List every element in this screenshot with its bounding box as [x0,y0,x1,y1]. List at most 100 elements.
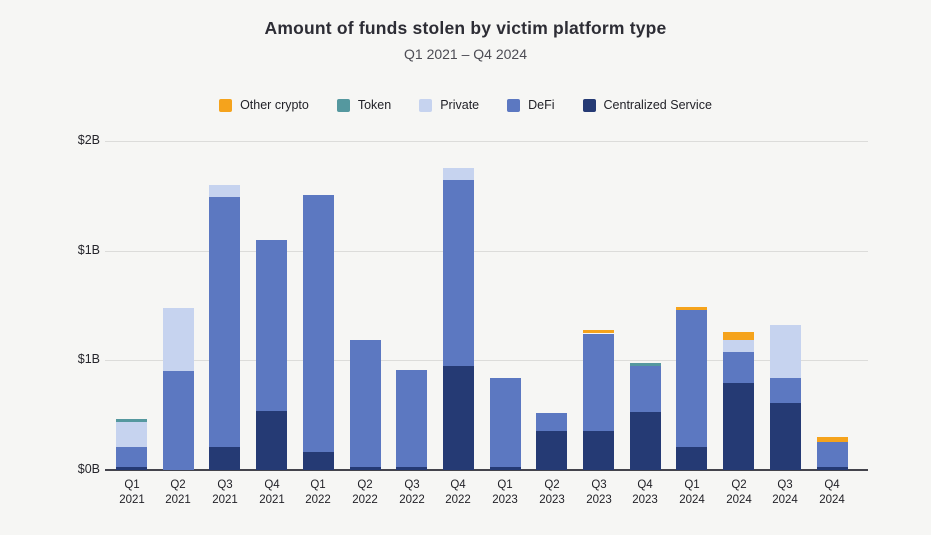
bar-segment-defi [396,370,427,467]
x-tick-label: Q2 2021 [147,478,209,508]
bar-segment-centralized-service [443,366,474,470]
x-tick-year: 2021 [259,494,285,506]
x-tick-label: Q4 2021 [241,478,303,508]
bar-segment-defi [443,180,474,366]
bar-segment-private [209,185,240,197]
x-tick-year: 2024 [819,494,845,506]
bar-group-q3-2023 [583,330,614,470]
x-tick-quarter: Q1 [124,479,140,491]
x-tick-label: Q1 2023 [474,478,536,508]
x-axis-labels: Q1 2021 Q2 2021 Q3 2021 Q4 2021 Q1 2022 Q2 2022 Q3 20… [105,478,868,518]
x-tick-label: Q3 2023 [568,478,630,508]
x-tick-quarter: Q2 [170,479,186,491]
x-tick-year: 2024 [679,494,705,506]
legend-label: Centralized Service [603,98,712,112]
legend-swatch-icon [336,98,350,112]
y-tick-label: $2B [77,133,100,147]
x-tick-quarter: Q3 [591,479,607,491]
gridline [105,251,868,252]
gridline [105,141,868,142]
x-tick-quarter: Q4 [450,479,466,491]
bar-segment-private [723,340,754,352]
bar-segment-centralized-service [490,467,521,470]
x-tick-label: Q4 2024 [801,478,863,508]
x-tick-label: Q1 2021 [101,478,163,508]
x-tick-year: 2024 [726,494,752,506]
legend-swatch-icon [582,98,596,112]
x-tick-quarter: Q2 [544,479,560,491]
bar-segment-defi [723,352,754,383]
y-axis-labels: $0B $1B $1B $2B [40,133,100,476]
bar-group-q2-2021 [163,308,194,470]
bar-segment-defi [817,442,848,467]
x-tick-quarter: Q4 [824,479,840,491]
x-tick-label: Q3 2024 [754,478,816,508]
bar-segment-centralized-service [817,467,848,470]
bar-segment-centralized-service [583,431,614,470]
x-tick-year: 2023 [492,494,518,506]
bar-group-q2-2022 [350,340,381,470]
x-tick-year: 2022 [352,494,378,506]
legend-label: DeFi [528,98,555,112]
bar-segment-centralized-service [770,403,801,470]
x-tick-quarter: Q3 [217,479,233,491]
legend-swatch-icon [507,98,521,112]
bar-segment-centralized-service [723,383,754,470]
legend-item-token: Token [336,98,392,112]
bar-segment-other-crypto [583,330,614,333]
bar-group-q2-2024 [723,332,754,470]
bar-group-q1-2024 [676,307,707,470]
bar-segment-private [163,308,194,371]
bar-segment-centralized-service [209,447,240,470]
plot-area [105,141,868,471]
bar-group-q2-2023 [536,412,567,470]
bar-segment-defi [490,378,521,467]
bar-segment-defi [116,447,147,467]
x-tick-label: Q4 2023 [614,478,676,508]
chart-legend: Other crypto Token Private DeFi Centralized … [0,98,931,112]
legend-item-defi: DeFi [507,98,555,112]
bar-group-q1-2023 [490,378,521,470]
bar-segment-defi [350,340,381,467]
gridline [105,360,868,361]
x-tick-quarter: Q2 [731,479,747,491]
y-tick-label: $0B [77,462,100,476]
bar-segment-private [443,168,474,180]
x-tick-year: 2021 [119,494,145,506]
x-tick-year: 2023 [539,494,565,506]
x-tick-label: Q3 2022 [381,478,443,508]
x-tick-label: Q3 2021 [194,478,256,508]
bar-segment-defi [303,195,334,452]
bar-segment-defi [770,378,801,403]
x-tick-quarter: Q4 [264,479,280,491]
x-tick-label: Q2 2023 [521,478,583,508]
legend-swatch-icon [219,98,233,112]
bar-segment-other-crypto [817,437,848,442]
bar-group-q4-2024 [817,437,848,470]
x-tick-quarter: Q3 [777,479,793,491]
x-tick-year: 2022 [445,494,471,506]
legend-label: Other crypto [240,98,309,112]
bar-segment-private [116,422,147,447]
bar-group-q3-2024 [770,325,801,470]
bar-group-q4-2022 [443,168,474,470]
x-tick-label: Q4 2022 [427,478,489,508]
bar-group-q4-2023 [630,363,661,470]
x-tick-label: Q1 2024 [661,478,723,508]
legend-label: Token [357,98,392,112]
x-tick-year: 2021 [212,494,238,506]
legend-item-centralized-service: Centralized Service [582,98,712,112]
bar-segment-defi [583,334,614,431]
bar-segment-defi [536,413,567,431]
bar-group-q1-2021 [116,419,147,470]
bar-segment-centralized-service [116,467,147,470]
x-axis-line [105,469,868,471]
x-tick-year: 2022 [399,494,425,506]
x-tick-year: 2023 [632,494,658,506]
bar-segment-token [630,363,661,366]
x-tick-label: Q2 2022 [334,478,396,508]
bar-segment-centralized-service [350,467,381,470]
legend-label: Private [440,98,480,112]
x-tick-quarter: Q4 [637,479,653,491]
